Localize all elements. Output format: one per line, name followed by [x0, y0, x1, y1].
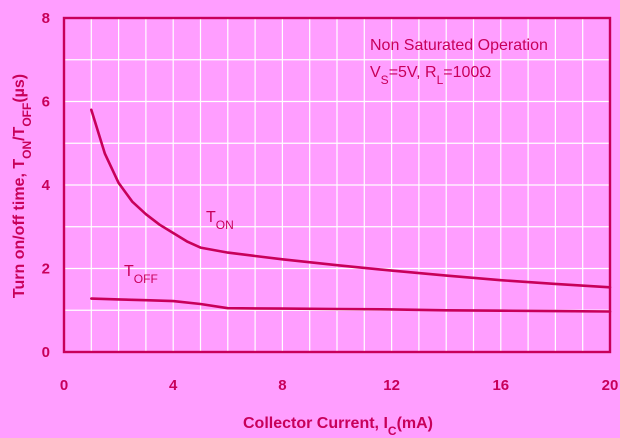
- series-line-on: [90, 108, 612, 289]
- y-tick-label: 6: [42, 94, 50, 111]
- y-axis-title-unit: (µs): [11, 74, 28, 103]
- annotation-vs-sub: S: [381, 73, 389, 87]
- x-tick-label: 8: [278, 377, 286, 394]
- y-axis-title-part2: /T: [11, 126, 28, 140]
- series-lines: [90, 108, 612, 313]
- series-label-toff-main: T: [124, 263, 134, 280]
- series-label-toff-sub: OFF: [134, 272, 158, 286]
- y-tick-label: 0: [42, 344, 50, 361]
- y-tick-label: 8: [42, 10, 50, 27]
- x-tick-label: 4: [169, 377, 178, 394]
- plot-frame: [62, 16, 612, 354]
- annotation-rl-value: =100Ω: [443, 64, 491, 81]
- y-axis-title-part1: Turn on/off time, T: [11, 159, 28, 298]
- series-label-ton-sub: ON: [216, 218, 234, 232]
- series-label-ton: TON: [206, 209, 234, 232]
- y-axis-title-sub2: OFF: [20, 103, 34, 127]
- y-tick-label: 2: [42, 261, 50, 278]
- x-axis-title: Collector Current, IC(mA): [243, 415, 433, 438]
- x-tick-label: 0: [60, 377, 68, 394]
- series-label-toff: TOFF: [124, 263, 158, 286]
- x-tick-label: 16: [492, 377, 509, 394]
- annotation-rl: =5V, R: [389, 64, 437, 81]
- x-axis-title-sub: C: [388, 424, 397, 438]
- series-label-ton-main: T: [206, 209, 216, 226]
- y-axis-title-sub1: ON: [20, 141, 34, 159]
- x-axis-title-main: Collector Current, I: [243, 415, 388, 432]
- y-axis-title: Turn on/off time, TON/TOFF(µs): [11, 74, 34, 298]
- y-tick-label: 4: [42, 177, 51, 194]
- annotation-title: Non Saturated Operation: [370, 37, 548, 54]
- x-axis-title-unit: (mA): [397, 415, 433, 432]
- annotation-vs: V: [370, 64, 381, 81]
- x-tick-label: 12: [383, 377, 400, 394]
- tick-labels: 0 4 8 12 16 20 0 2 4 6 8: [42, 10, 619, 394]
- annotation-rl-sub: L: [437, 73, 444, 87]
- grid: [64, 18, 610, 352]
- x-tick-label: 20: [602, 377, 619, 394]
- annotation-conditions: VS=5V, RL=100Ω: [370, 64, 491, 87]
- series-line-off: [90, 297, 612, 313]
